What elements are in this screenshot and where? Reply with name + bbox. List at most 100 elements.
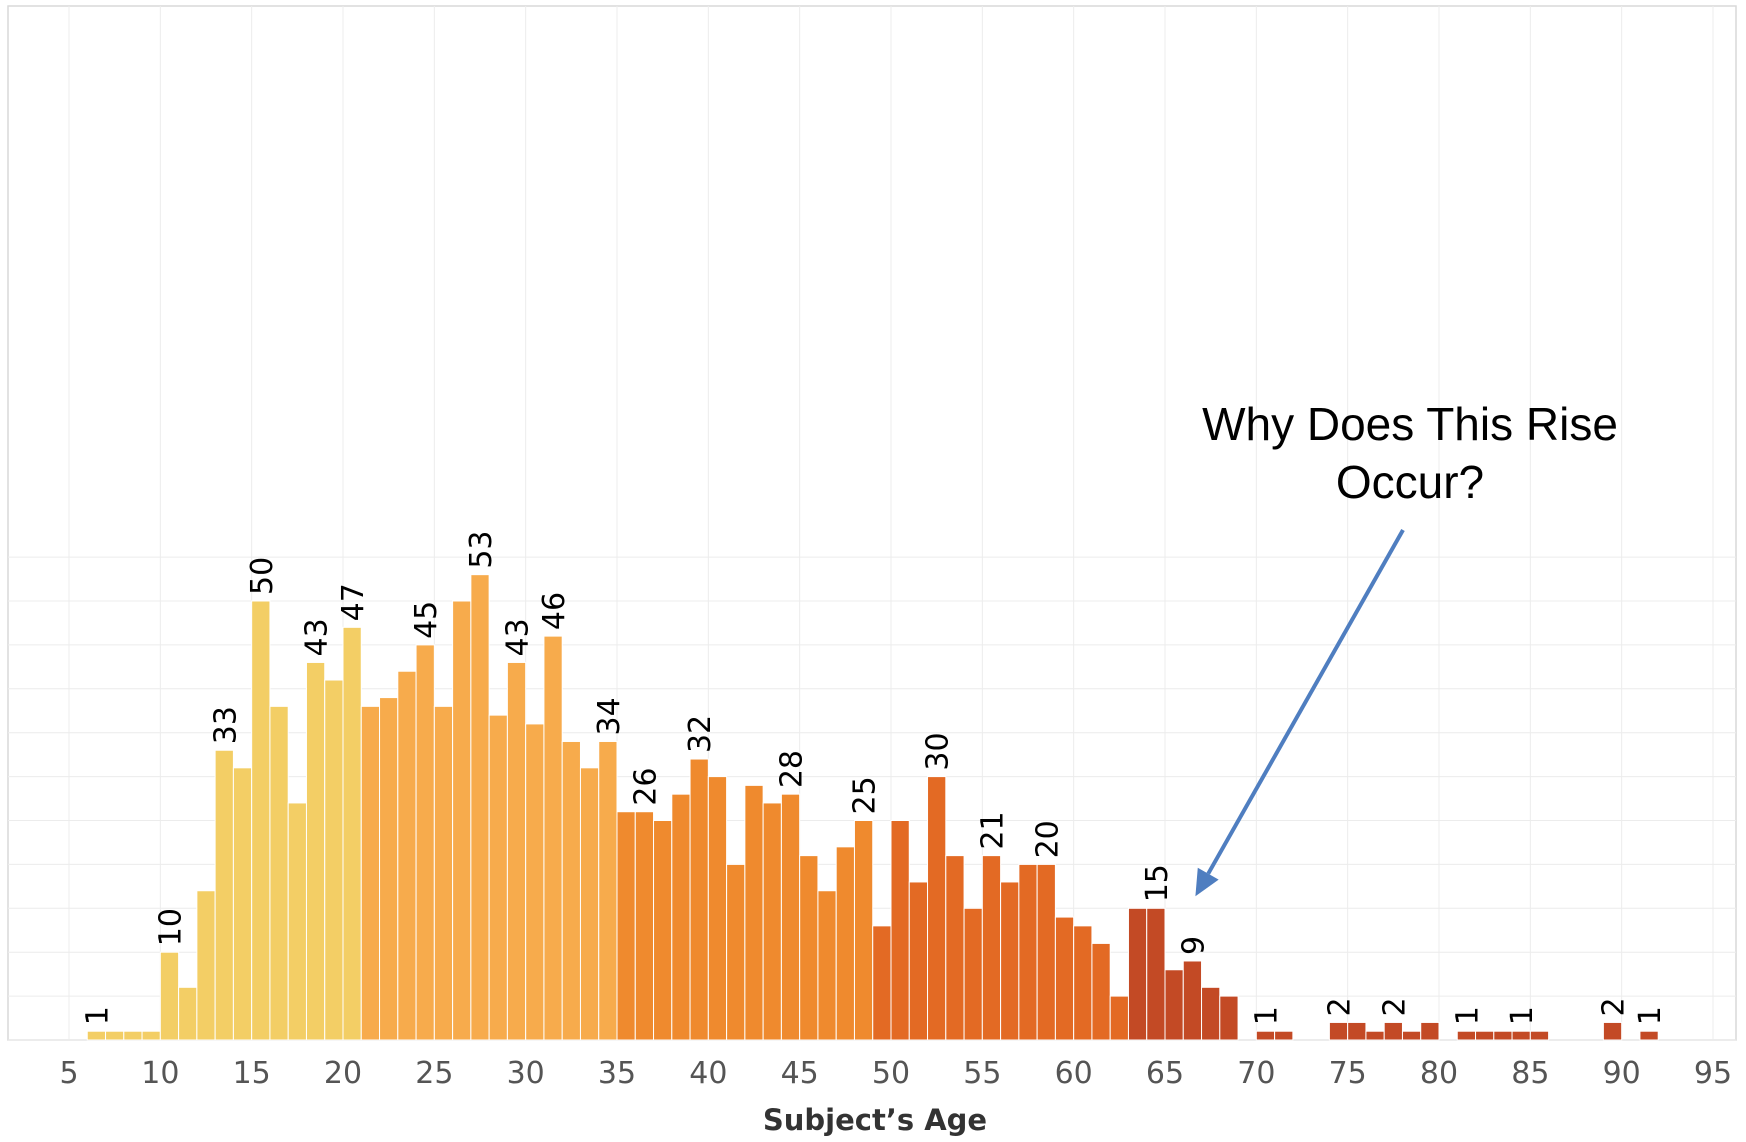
- bar-age-13: [214, 749, 234, 1041]
- data-label-age-29: 43: [501, 618, 536, 656]
- bar-age-57: [1018, 863, 1038, 1041]
- x-tick-label-20: 20: [324, 1056, 362, 1091]
- bar-age-43: [762, 802, 782, 1041]
- bar-age-58: [1036, 863, 1056, 1041]
- bar-age-27: [470, 574, 490, 1041]
- bar-age-28: [488, 714, 508, 1041]
- x-tick-label-25: 25: [415, 1056, 453, 1091]
- x-tick-label-55: 55: [963, 1056, 1001, 1091]
- bar-age-16: [269, 705, 289, 1041]
- bar-age-7: [105, 1030, 125, 1041]
- data-label-age-6: 1: [80, 1006, 115, 1025]
- annotation-text: Why Does This Rise Occur?: [1140, 395, 1680, 511]
- bar-age-68: [1219, 995, 1239, 1041]
- data-label-age-27: 53: [464, 530, 499, 568]
- data-label-age-74: 2: [1323, 997, 1358, 1016]
- bar-age-66: [1182, 960, 1203, 1041]
- data-label-age-48: 25: [848, 776, 883, 814]
- data-label-age-18: 43: [300, 618, 335, 656]
- data-label-age-36: 26: [628, 768, 663, 806]
- annotation-arrow-head: [1195, 867, 1219, 897]
- bar-age-37: [653, 820, 673, 1041]
- bar-age-82: [1475, 1030, 1495, 1041]
- x-tick-label-15: 15: [233, 1056, 271, 1091]
- bar-age-17: [287, 802, 307, 1041]
- bar-age-33: [579, 767, 600, 1041]
- bar-age-85: [1529, 1030, 1550, 1041]
- data-label-age-34: 34: [592, 697, 627, 735]
- bar-age-32: [561, 740, 581, 1041]
- bar-age-25: [433, 705, 454, 1041]
- bar-age-26: [452, 600, 472, 1041]
- annotation-arrow-line: [1206, 529, 1405, 875]
- bar-age-49: [872, 925, 892, 1041]
- bar-age-20: [342, 626, 362, 1041]
- bar-age-9: [141, 1030, 161, 1041]
- x-tick-label-70: 70: [1237, 1056, 1275, 1091]
- x-tick-label-90: 90: [1603, 1056, 1641, 1091]
- x-tick-label-75: 75: [1329, 1056, 1367, 1091]
- bar-age-15: [251, 600, 271, 1041]
- bar-age-84: [1511, 1030, 1531, 1041]
- data-label-age-15: 50: [245, 557, 280, 595]
- x-tick-label-30: 30: [507, 1056, 545, 1091]
- bar-age-38: [671, 793, 691, 1041]
- data-label-age-89: 2: [1597, 997, 1632, 1016]
- data-label-age-91: 1: [1633, 1006, 1668, 1025]
- bar-age-50: [890, 820, 910, 1041]
- bar-age-14: [232, 767, 253, 1041]
- bar-age-19: [324, 679, 344, 1041]
- data-label-age-58: 20: [1030, 820, 1065, 858]
- bar-age-60: [1073, 925, 1093, 1041]
- bar-age-91: [1639, 1030, 1659, 1041]
- x-tick-label-35: 35: [598, 1056, 636, 1091]
- bar-age-79: [1420, 1021, 1440, 1041]
- bar-age-40: [707, 776, 728, 1041]
- bar-age-11: [178, 986, 198, 1041]
- bar-age-30: [525, 723, 545, 1041]
- bar-age-23: [397, 670, 417, 1041]
- bar-age-51: [908, 881, 929, 1041]
- bar-age-62: [1109, 995, 1129, 1041]
- bar-age-29: [506, 661, 527, 1041]
- bar-age-53: [945, 855, 965, 1041]
- bar-age-89: [1602, 1021, 1623, 1041]
- x-tick-label-80: 80: [1420, 1056, 1458, 1091]
- bar-age-22: [379, 697, 399, 1041]
- data-label-age-39: 32: [683, 715, 718, 753]
- x-tick-label-85: 85: [1511, 1056, 1549, 1091]
- data-label-age-13: 33: [208, 706, 243, 744]
- data-label-age-77: 2: [1377, 997, 1412, 1016]
- bar-age-34: [598, 740, 618, 1041]
- bar-age-21: [360, 705, 381, 1041]
- data-label-age-20: 47: [336, 583, 371, 621]
- data-label-age-24: 45: [409, 601, 444, 639]
- x-axis-title: Subject’s Age: [763, 1103, 987, 1137]
- bar-age-70: [1255, 1030, 1276, 1041]
- bar-age-67: [1201, 986, 1221, 1041]
- bar-age-52: [927, 776, 947, 1041]
- x-tick-label-45: 45: [781, 1056, 819, 1091]
- annotation-line-1: Why Does This Rise: [1202, 398, 1618, 450]
- bar-age-46: [817, 890, 837, 1041]
- bar-age-59: [1054, 916, 1075, 1041]
- bar-age-64: [1146, 907, 1166, 1041]
- bar-age-75: [1347, 1021, 1367, 1041]
- bar-age-71: [1274, 1030, 1294, 1041]
- x-tick-label-60: 60: [1055, 1056, 1093, 1091]
- bar-age-8: [123, 1030, 143, 1041]
- bar-age-39: [689, 758, 709, 1041]
- x-tick-label-95: 95: [1694, 1056, 1732, 1091]
- bar-age-41: [726, 863, 746, 1041]
- x-tick-label-50: 50: [872, 1056, 910, 1091]
- bar-age-45: [799, 855, 819, 1041]
- bar-age-55: [981, 855, 1002, 1041]
- bar-age-18: [305, 661, 326, 1041]
- annotation-line-2: Occur?: [1335, 456, 1485, 508]
- data-label-age-31: 46: [537, 592, 572, 630]
- x-tick-label-5: 5: [59, 1056, 78, 1091]
- bar-age-81: [1456, 1030, 1477, 1041]
- bar-age-24: [415, 644, 435, 1041]
